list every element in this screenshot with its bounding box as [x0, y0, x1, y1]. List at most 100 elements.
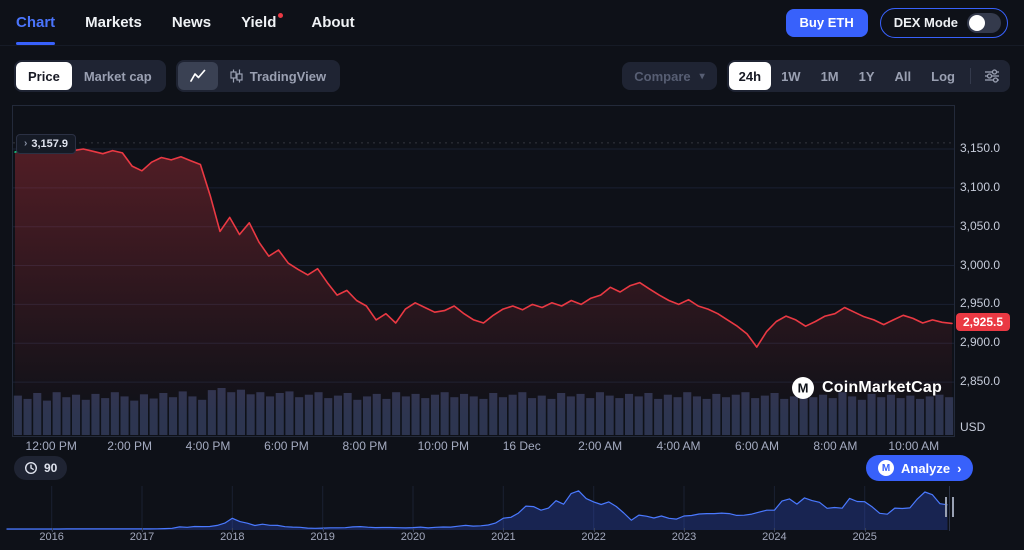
coinmarketcap-logo-icon: M	[792, 377, 815, 399]
year-tick-mark	[322, 528, 324, 532]
time-axis-label: 8:00 AM	[813, 439, 858, 453]
dex-mode-toggle[interactable]	[967, 12, 1001, 33]
year-tick-mark	[774, 528, 776, 532]
page-header: Chart Markets News Yield About Buy ETH DEX M…	[0, 0, 1024, 46]
time-axis-label: 16 Dec	[502, 439, 541, 453]
time-axis-label: 6:00 PM	[264, 439, 309, 453]
svg-text:M: M	[798, 381, 809, 396]
price-tab[interactable]: Price	[16, 62, 72, 90]
year-label: 2023	[671, 531, 697, 543]
year-label: 2024	[762, 531, 787, 543]
compare-label: Compare	[634, 68, 691, 84]
buy-eth-button[interactable]: Buy ETH	[785, 8, 868, 37]
price-chart[interactable]: › 3,157.9 M CoinMarketCap	[12, 105, 955, 437]
nav-tab-label: About	[311, 14, 355, 31]
nav-tab-label: Chart	[16, 14, 56, 31]
year-label: 2017	[129, 531, 155, 543]
nav-tab-label: Yield	[241, 14, 277, 31]
history-range-badge[interactable]: 90	[14, 456, 68, 480]
candlestick-icon	[230, 69, 243, 83]
chevron-right-icon: ›	[957, 460, 962, 476]
history-clock-icon	[24, 461, 38, 475]
price-axis-label: 3,000.0	[960, 257, 1001, 272]
brush-area	[6, 490, 948, 530]
year-tick-mark	[593, 528, 595, 532]
toggle-knob	[969, 14, 985, 31]
sliders-icon	[985, 69, 999, 83]
metric-switcher: Price Market cap	[14, 60, 166, 92]
dex-mode-control[interactable]: DEX Mode	[879, 7, 1008, 38]
nav-tab-chart[interactable]: Chart	[16, 0, 56, 45]
brush-handle[interactable]	[945, 497, 954, 517]
timeline-brush-chart[interactable]	[5, 486, 949, 531]
year-label: 2016	[39, 531, 64, 543]
price-axis: 3,150.0 3,100.0 3,050.0 3,000.0 2,950.0 2,900…	[960, 105, 1022, 450]
tradingview-label: TradingView	[249, 68, 327, 84]
price-axis-label: 3,150.0	[960, 141, 1001, 155]
analyze-logo-icon: M	[878, 460, 894, 476]
year-label: 2019	[310, 531, 335, 543]
year-tick-mark	[142, 528, 143, 532]
watermark-text: CoinMarketCap	[822, 379, 942, 396]
open-price-value: 3,157.9	[31, 137, 69, 150]
time-axis-label: 6:00 AM	[734, 439, 779, 453]
time-axis-label: 2:00 PM	[107, 439, 152, 453]
year-tick-mark	[51, 528, 53, 532]
nav-tab-markets[interactable]: Markets	[85, 0, 142, 45]
year-tick-mark	[413, 528, 414, 532]
price-axis-label: 2,950.0	[960, 296, 1001, 311]
market-cap-tab[interactable]: Market cap	[83, 68, 152, 84]
analyze-label: Analyze	[901, 460, 951, 476]
year-label: 2020	[400, 531, 426, 543]
nav-tab-news[interactable]: News	[172, 0, 211, 45]
nav-tab-about[interactable]: About	[311, 0, 354, 45]
year-label: 2022	[581, 531, 606, 543]
range-switcher: 24h 1W 1M 1Y All Log	[726, 60, 1010, 92]
nav-tab-yield[interactable]: Yield	[241, 0, 284, 45]
brush-right-edge	[949, 486, 950, 531]
time-axis-label: 10:00 AM	[888, 439, 940, 453]
price-unit-label: USD	[960, 420, 986, 434]
nav-tab-label: Markets	[85, 14, 142, 31]
history-count: 90	[44, 461, 58, 475]
dex-mode-label: DEX Mode	[893, 15, 958, 30]
range-log[interactable]: Log	[931, 68, 955, 84]
brush-line-path	[6, 490, 948, 530]
time-axis-label: 2:00 AM	[578, 439, 623, 453]
open-price-badge: › 3,157.9	[16, 133, 77, 154]
notification-dot	[278, 13, 284, 18]
price-area	[15, 142, 952, 435]
year-tick-mark	[864, 528, 866, 532]
range-24h[interactable]: 24h	[728, 62, 772, 90]
year-axis: 2016 2017 2018 2019 2020 2021 2022 2023 2024 2025	[5, 528, 949, 545]
compare-dropdown[interactable]: Compare ▾	[622, 62, 717, 90]
range-1m[interactable]: 1M	[820, 68, 839, 84]
price-line-red	[53, 142, 953, 348]
chart-settings-button[interactable]	[976, 68, 1008, 84]
year-grid-lines	[51, 486, 866, 531]
tradingview-button[interactable]: TradingView	[218, 62, 338, 90]
price-axis-label: 3,100.0	[960, 179, 1001, 194]
range-1w[interactable]: 1W	[781, 68, 801, 84]
year-tick-mark	[684, 528, 685, 532]
time-axis: 12:00 PM 2:00 PM 4:00 PM 6:00 PM 8:00 PM 10:0…	[12, 439, 953, 455]
analyze-button[interactable]: M Analyze ›	[866, 455, 974, 481]
price-chart-svg	[13, 142, 954, 435]
chart-toolbar: Price Market cap TradingView Com	[0, 60, 1024, 92]
marker-arrow-icon: ›	[24, 138, 28, 150]
header-actions: Buy ETH DEX Mode	[785, 7, 1008, 38]
line-chart-icon	[189, 69, 206, 82]
time-axis-label: 12:00 PM	[25, 439, 77, 453]
price-axis-label: 2,850.0	[960, 374, 1001, 389]
year-label: 2025	[852, 531, 877, 543]
range-1y[interactable]: 1Y	[858, 68, 875, 84]
time-axis-label: 8:00 PM	[342, 439, 388, 453]
primary-nav: Chart Markets News Yield About	[16, 0, 355, 45]
year-tick-mark	[232, 528, 234, 532]
time-axis-label: 4:00 AM	[656, 439, 701, 453]
toolbar-right-group: Compare ▾ 24h 1W 1M 1Y All Log	[622, 60, 1010, 92]
line-chart-type-button[interactable]	[177, 62, 218, 90]
year-label: 2018	[220, 531, 245, 543]
range-all[interactable]: All	[894, 68, 912, 84]
